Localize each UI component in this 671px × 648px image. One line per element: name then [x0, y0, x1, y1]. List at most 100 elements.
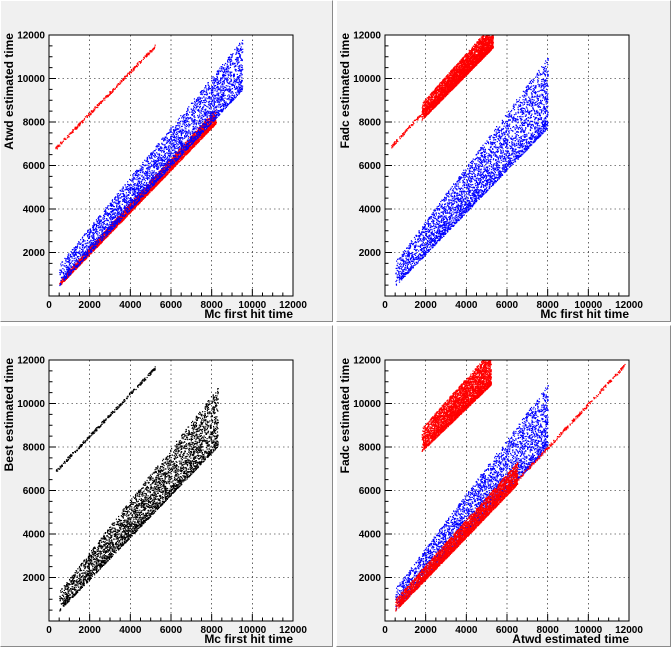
scatter-point — [196, 128, 197, 129]
scatter-point — [196, 140, 197, 141]
scatter-point — [160, 157, 161, 158]
scatter-point — [82, 255, 83, 256]
scatter-point — [151, 179, 152, 180]
scatter-point — [109, 93, 110, 94]
scatter-point — [59, 146, 60, 147]
scatter-point — [127, 214, 128, 215]
scatter-point — [137, 63, 138, 64]
scatter-point — [97, 246, 98, 247]
scatter-point — [193, 144, 194, 145]
scatter-point — [227, 86, 228, 87]
scatter-point — [213, 97, 214, 98]
scatter-point — [189, 150, 190, 151]
scatter-point — [187, 152, 188, 153]
scatter-point — [126, 76, 127, 77]
scatter-point — [135, 179, 136, 180]
scatter-point — [78, 125, 79, 126]
scatter-point — [134, 196, 135, 197]
scatter-point — [88, 113, 89, 114]
scatter-point — [179, 149, 180, 150]
scatter-point — [155, 45, 156, 46]
scatter-point — [186, 147, 187, 148]
scatter-point — [169, 170, 170, 171]
scatter-point — [149, 51, 150, 52]
scatter-point — [71, 252, 72, 253]
scatter-point — [178, 150, 179, 151]
scatter-point — [118, 193, 119, 194]
scatter-point — [93, 110, 94, 111]
scatter-point — [161, 157, 162, 158]
scatter-point — [162, 179, 163, 180]
scatter-point — [129, 74, 130, 75]
scatter-point — [115, 203, 116, 204]
scatter-point — [144, 182, 145, 183]
scatter-point — [222, 64, 223, 65]
scatter-point — [131, 211, 132, 212]
scatter-point — [183, 156, 184, 157]
scatter-point — [131, 198, 132, 199]
scatter-point — [108, 226, 109, 227]
scatter-point — [116, 225, 117, 226]
scatter-point — [122, 191, 123, 192]
scatter-point — [214, 88, 215, 89]
scatter-point — [143, 187, 144, 188]
scatter-point — [112, 230, 113, 231]
scatter-point — [164, 176, 165, 177]
scatter-point — [134, 177, 135, 178]
scatter-point — [143, 59, 144, 60]
scatter-point — [220, 87, 221, 88]
scatter-point — [197, 110, 198, 111]
scatter-point — [120, 222, 121, 223]
scatter-point — [85, 116, 86, 117]
scatter-point — [154, 178, 155, 179]
scatter-point — [60, 280, 61, 281]
scatter-point — [84, 119, 85, 120]
scatter-point — [185, 142, 186, 143]
scatter-point — [188, 136, 189, 137]
scatter-point — [108, 209, 109, 210]
scatter-point — [60, 142, 61, 143]
scatter-point — [153, 188, 154, 189]
scatter-point — [140, 63, 141, 64]
scatter-point — [138, 204, 139, 205]
scatter-point — [136, 65, 137, 66]
scatter-point — [129, 208, 130, 209]
scatter-point — [192, 113, 193, 114]
scatter-point — [239, 43, 240, 44]
scatter-point — [236, 58, 237, 59]
scatter-point — [136, 205, 137, 206]
scatter-point — [125, 216, 126, 217]
scatter-point — [242, 49, 243, 50]
scatter-point — [190, 132, 191, 133]
scatter-point — [100, 102, 101, 103]
scatter-point — [60, 264, 61, 265]
scatter-point — [208, 131, 209, 132]
scatter-point — [73, 130, 74, 131]
scatter-point — [241, 52, 242, 53]
scatter-point — [148, 54, 149, 55]
scatter-point — [158, 181, 159, 182]
scatter-point — [146, 195, 147, 196]
scatter-point — [202, 137, 203, 138]
scatter-point — [240, 73, 241, 74]
scatter-point — [183, 118, 184, 119]
scatter-point — [73, 271, 74, 272]
scatter-point — [193, 108, 194, 109]
scatter-point — [174, 150, 175, 151]
scatter-point — [62, 268, 63, 269]
scatter-point — [121, 196, 122, 197]
scatter-point — [81, 258, 82, 259]
scatter-point — [119, 82, 120, 83]
scatter-point — [162, 150, 163, 151]
scatter-point — [129, 213, 130, 214]
scatter-point — [160, 166, 161, 167]
scatter-point — [78, 243, 79, 244]
scatter-point — [169, 171, 170, 172]
scatter-point — [62, 282, 63, 283]
scatter-point — [104, 100, 105, 101]
scatter-point — [66, 265, 67, 266]
scatter-point — [187, 108, 188, 109]
scatter-point — [100, 239, 101, 240]
scatter-point — [99, 104, 100, 105]
